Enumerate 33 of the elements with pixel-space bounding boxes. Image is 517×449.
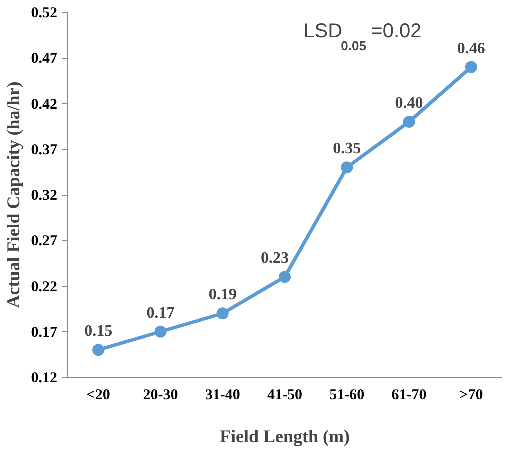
y-axis-title: Actual Field Capacity (ha/hr) [3,82,24,308]
x-tick-label: 51-60 [330,388,365,404]
point [92,344,105,356]
x-tick-label: 31-40 [205,388,240,404]
data-label: 0.40 [395,95,424,112]
x-tick-label: >70 [460,388,484,404]
x-tick-label: 61-70 [392,388,427,404]
data-label: 0.46 [457,40,486,58]
data-label: 0.19 [208,286,237,304]
data-label: 0.35 [333,140,362,158]
text: 0.37 [31,142,58,158]
x-tick-label: <20 [86,388,110,404]
text: 0.12 [31,370,58,386]
text: 0.27 [31,234,58,250]
text: 0.52 [31,6,58,22]
data-label: 0.17 [146,304,175,322]
point [403,116,416,128]
data-label: 0.15 [84,323,113,340]
point [341,162,354,174]
point [279,271,291,284]
data-label: 0.23 [261,250,289,268]
text: 0.22 [31,279,58,296]
text: 0.32 [31,188,58,204]
point [154,326,167,338]
text: 0.42 [31,96,58,113]
x-tick-label: 20-30 [143,388,178,404]
point [216,308,229,320]
text: 0.17 [31,324,58,341]
annotation: LSD0.05=0.02 [304,20,422,54]
text: 0.47 [31,51,58,68]
point [465,61,478,74]
x-tick-label: 41-50 [268,388,302,404]
x-axis-title: Field Length (m) [220,426,350,446]
